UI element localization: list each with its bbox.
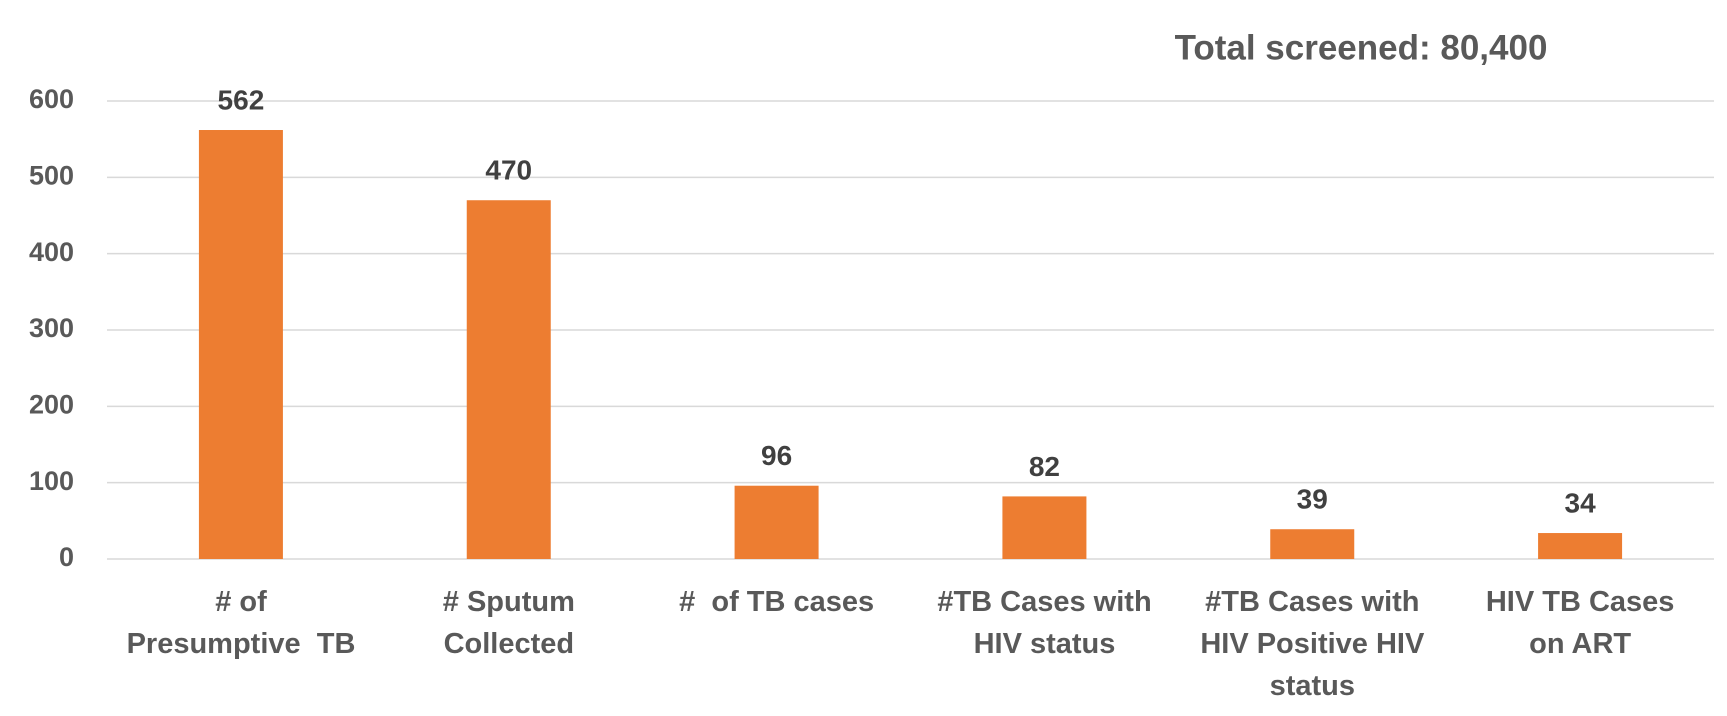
data-label: 562 <box>218 84 265 115</box>
data-label: 96 <box>761 440 792 471</box>
x-tick-label: # of TB cases <box>679 586 875 618</box>
data-label: 470 <box>485 155 532 186</box>
y-tick-label: 200 <box>29 389 74 419</box>
x-tick-label: #TB Cases with HIV status <box>937 586 1152 660</box>
y-tick-label: 400 <box>29 237 74 267</box>
bar <box>1270 529 1355 559</box>
bar <box>1538 533 1623 559</box>
bar <box>1002 496 1087 559</box>
y-tick-label: 100 <box>29 466 74 496</box>
data-label: 34 <box>1565 487 1597 518</box>
y-tick-label: 300 <box>29 313 74 343</box>
x-tick-label: # of Presumptive TB <box>126 586 356 660</box>
x-tick-label: #TB Cases with HIV Positive HIV status <box>1200 586 1425 702</box>
chart-title: Total screened: 80,400 <box>1175 28 1548 67</box>
y-tick-label: 600 <box>29 84 74 114</box>
x-tick-label: HIV TB Cases on ART <box>1485 586 1675 660</box>
data-label: 39 <box>1297 484 1328 515</box>
y-tick-label: 500 <box>29 160 74 190</box>
x-tick-label: # Sputum Collected <box>442 586 575 660</box>
bar <box>734 485 819 559</box>
bar <box>466 200 551 559</box>
bar <box>198 130 283 560</box>
data-label: 82 <box>1029 451 1060 482</box>
y-tick-label: 0 <box>59 542 74 572</box>
